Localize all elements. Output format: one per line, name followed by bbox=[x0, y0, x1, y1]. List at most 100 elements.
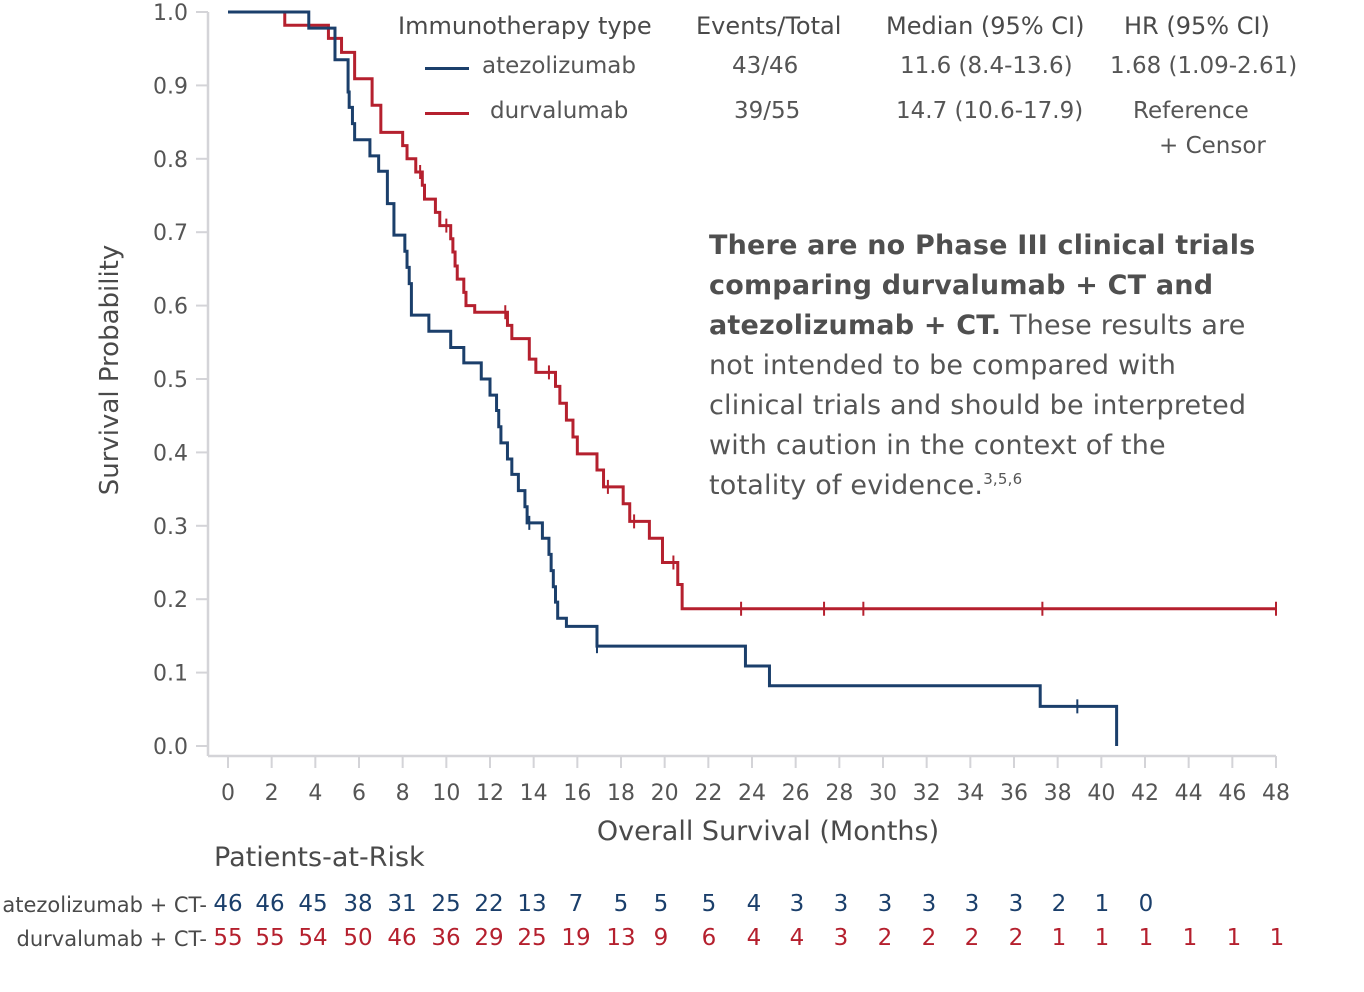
x-tick-label: 40 bbox=[1087, 781, 1115, 806]
y-axis-label: Survival Probability bbox=[95, 244, 125, 496]
risk-count: 7 bbox=[568, 891, 584, 917]
risk-count: 55 bbox=[213, 925, 243, 951]
x-tick-label: 26 bbox=[782, 781, 810, 806]
risk-count: 13 bbox=[606, 925, 636, 951]
disclaimer-text: These results are not intended to be com… bbox=[709, 310, 1247, 501]
survival-curves bbox=[228, 10, 1277, 746]
risk-count: 1 bbox=[1094, 891, 1110, 917]
risk-count: 3 bbox=[833, 925, 849, 951]
risk-count: 5 bbox=[701, 891, 717, 917]
legend-header-hr: HR (95% CI) bbox=[1124, 12, 1270, 40]
risk-count: 31 bbox=[387, 891, 417, 917]
risk-count: 5 bbox=[653, 891, 669, 917]
risk-count: 2 bbox=[877, 925, 893, 951]
y-tick-label: 0.3 bbox=[153, 515, 188, 540]
legend-events-atezolizumab: 43/46 bbox=[732, 53, 799, 79]
risk-count: 2 bbox=[1051, 891, 1067, 917]
y-tick-label: 0.0 bbox=[153, 735, 188, 760]
x-tick-label: 28 bbox=[825, 781, 853, 806]
x-tick-label: 0 bbox=[221, 781, 235, 806]
legend-name-atezolizumab: atezolizumab bbox=[482, 53, 636, 79]
risk-count: 4 bbox=[746, 891, 762, 917]
risk-count: 4 bbox=[746, 925, 762, 951]
disclaimer-refs: 3,5,6 bbox=[983, 470, 1023, 488]
risk-count: 3 bbox=[921, 891, 937, 917]
legend-header-median: Median (95% CI) bbox=[886, 12, 1085, 40]
risk-count: 6 bbox=[701, 925, 717, 951]
risk-count: 2 bbox=[1008, 925, 1024, 951]
x-tick-label: 38 bbox=[1044, 781, 1072, 806]
durvalumab-curve bbox=[228, 10, 1276, 611]
risk-count: 1 bbox=[1138, 925, 1154, 951]
risk-count: 55 bbox=[255, 925, 285, 951]
y-tick-label: 0.8 bbox=[153, 148, 188, 173]
risk-count: 19 bbox=[561, 925, 591, 951]
risk-count: 13 bbox=[517, 891, 547, 917]
y-tick-label: 0.9 bbox=[153, 74, 188, 99]
legend-swatch-durvalumab bbox=[425, 112, 469, 115]
axes: 0.00.10.20.30.40.50.60.70.80.91.00 2 4 6 8 10… bbox=[153, 1, 1290, 806]
x-tick-label: 10 bbox=[432, 781, 460, 806]
risk-count: 1 bbox=[1051, 925, 1067, 951]
risk-count: 3 bbox=[833, 891, 849, 917]
x-tick-label: 2 bbox=[265, 781, 279, 806]
risk-count: 22 bbox=[474, 891, 504, 917]
x-tick-label: 30 bbox=[869, 781, 897, 806]
legend-censor-label: + Censor bbox=[1159, 133, 1266, 159]
risk-count: 2 bbox=[921, 925, 937, 951]
disclaimer-note: There are no Phase III clinical trials c… bbox=[709, 226, 1269, 506]
legend-hr-durvalumab: Reference bbox=[1133, 98, 1249, 124]
x-tick-label: 12 bbox=[476, 781, 504, 806]
legend-median-atezolizumab: 11.6 (8.4-13.6) bbox=[900, 53, 1073, 79]
legend-header-type: Immunotherapy type bbox=[398, 12, 652, 40]
risk-count: 46 bbox=[387, 925, 417, 951]
risk-count: 2 bbox=[964, 925, 980, 951]
x-tick-label: 6 bbox=[352, 781, 366, 806]
x-tick-label: 44 bbox=[1175, 781, 1203, 806]
risk-count: 1 bbox=[1182, 925, 1198, 951]
x-tick-label: 46 bbox=[1218, 781, 1246, 806]
legend-median-durvalumab: 14.7 (10.6-17.9) bbox=[896, 98, 1084, 124]
x-tick-label: 42 bbox=[1131, 781, 1159, 806]
risk-count: 38 bbox=[343, 891, 373, 917]
risk-count: 46 bbox=[255, 891, 285, 917]
y-tick-label: 0.2 bbox=[153, 588, 188, 613]
risk-row-label: durvalumab + CT- bbox=[16, 927, 207, 951]
risk-count: 3 bbox=[789, 891, 805, 917]
y-tick-label: 0.6 bbox=[153, 295, 188, 320]
risk-count: 29 bbox=[474, 925, 504, 951]
x-tick-label: 14 bbox=[520, 781, 548, 806]
legend-name-durvalumab: durvalumab bbox=[490, 98, 629, 124]
y-tick-label: 0.4 bbox=[153, 441, 188, 466]
risk-count: 1 bbox=[1094, 925, 1110, 951]
risk-count: 25 bbox=[431, 891, 461, 917]
x-tick-label: 18 bbox=[607, 781, 635, 806]
risk-count: 5 bbox=[613, 891, 629, 917]
x-tick-label: 32 bbox=[913, 781, 941, 806]
x-tick-label: 24 bbox=[738, 781, 766, 806]
risk-count: 3 bbox=[1008, 891, 1024, 917]
x-tick-label: 36 bbox=[1000, 781, 1028, 806]
risk-count: 1 bbox=[1269, 925, 1285, 951]
legend-swatch-atezolizumab bbox=[425, 67, 469, 70]
disclaimer-bold: There are no Phase III clinical trials c… bbox=[709, 230, 1256, 341]
x-tick-label: 8 bbox=[396, 781, 410, 806]
x-tick-label: 4 bbox=[308, 781, 322, 806]
y-tick-label: 0.7 bbox=[153, 221, 188, 246]
x-tick-label: 34 bbox=[956, 781, 984, 806]
legend-header-events: Events/Total bbox=[696, 12, 842, 40]
risk-count: 4 bbox=[789, 925, 805, 951]
risk-count: 9 bbox=[653, 925, 669, 951]
x-axis-label: Overall Survival (Months) bbox=[596, 816, 940, 847]
legend-hr-atezolizumab: 1.68 (1.09-2.61) bbox=[1110, 53, 1298, 79]
x-tick-label: 22 bbox=[694, 781, 722, 806]
risk-count: 0 bbox=[1138, 891, 1154, 917]
risk-count: 25 bbox=[517, 925, 547, 951]
y-tick-label: 0.1 bbox=[153, 662, 188, 687]
risk-count: 45 bbox=[298, 891, 328, 917]
x-tick-label: 48 bbox=[1262, 781, 1290, 806]
legend-events-durvalumab: 39/55 bbox=[734, 98, 801, 124]
y-tick-label: 1.0 bbox=[153, 1, 188, 26]
x-tick-label: 16 bbox=[563, 781, 591, 806]
